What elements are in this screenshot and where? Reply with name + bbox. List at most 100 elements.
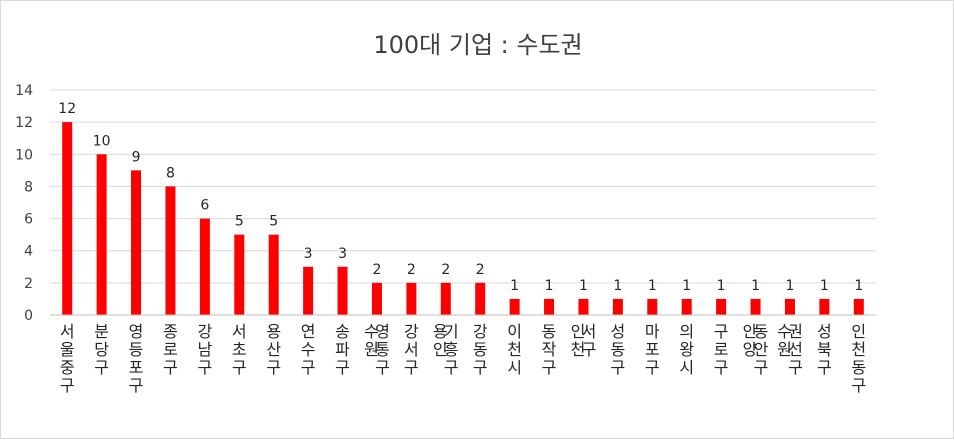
bar bbox=[475, 282, 486, 315]
data-label: 1 bbox=[751, 278, 760, 294]
data-label: 2 bbox=[407, 262, 416, 278]
bar bbox=[199, 218, 210, 315]
data-label: 12 bbox=[58, 101, 76, 117]
data-label: 1 bbox=[579, 278, 588, 294]
bar bbox=[853, 298, 864, 315]
bar bbox=[234, 234, 245, 315]
bar bbox=[681, 298, 692, 315]
bar bbox=[165, 186, 176, 315]
chart-title: 100대 기업 : 수도권 bbox=[373, 31, 582, 59]
bar bbox=[371, 282, 382, 315]
bar bbox=[131, 170, 142, 315]
data-label: 1 bbox=[613, 278, 622, 294]
bar bbox=[716, 298, 727, 315]
bar bbox=[406, 282, 417, 315]
bar bbox=[819, 298, 830, 315]
y-tick-label: 8 bbox=[24, 179, 33, 195]
data-label: 2 bbox=[476, 262, 485, 278]
data-label: 1 bbox=[717, 278, 726, 294]
bar bbox=[268, 234, 279, 315]
data-label: 1 bbox=[854, 278, 863, 294]
y-axis-ticks: 0 2 4 6 8 10 12 14 bbox=[15, 83, 33, 324]
x-axis-categories: 서 울 중 구분 당 구영 등 포 구종 로 구강 남 구서 초 구용 산 구연 수 구송 파 구수 원영 통 구강 서 구용 인기… bbox=[60, 322, 866, 395]
bar bbox=[509, 298, 520, 315]
bar bbox=[578, 298, 589, 315]
data-label: 1 bbox=[682, 278, 691, 294]
y-tick-label: 14 bbox=[15, 83, 33, 99]
data-label: 6 bbox=[200, 198, 209, 214]
bars bbox=[62, 122, 864, 316]
data-label: 1 bbox=[510, 278, 519, 294]
y-tick-label: 12 bbox=[15, 115, 33, 131]
category-label: 인 천서 구 bbox=[571, 322, 597, 359]
data-label: 9 bbox=[132, 149, 141, 165]
y-tick-label: 6 bbox=[24, 212, 33, 228]
bar bbox=[337, 266, 348, 315]
data-label: 8 bbox=[166, 165, 175, 181]
data-label: 3 bbox=[304, 246, 313, 262]
bar bbox=[440, 282, 451, 315]
y-tick-label: 2 bbox=[24, 276, 33, 292]
bar bbox=[750, 298, 761, 315]
bar bbox=[544, 298, 555, 315]
y-tick-label: 4 bbox=[24, 244, 33, 260]
category-label: 안 양동 안 구 bbox=[743, 322, 769, 377]
category-label: 용 인기 흥 구 bbox=[433, 322, 459, 377]
bar bbox=[62, 122, 73, 316]
gridlines bbox=[50, 89, 876, 284]
data-label: 10 bbox=[93, 133, 111, 149]
data-label: 2 bbox=[372, 262, 381, 278]
data-labels: 12 10 9 8 6 5 5 3 3 2 2 2 2 1 1 1 1 1 1 1 1 1 1 1 bbox=[58, 101, 863, 294]
y-tick-label: 0 bbox=[24, 308, 33, 324]
bar bbox=[96, 154, 107, 315]
data-label: 1 bbox=[545, 278, 554, 294]
bar bbox=[612, 298, 623, 315]
category-label: 수 원영 통 구 bbox=[364, 322, 390, 377]
y-tick-label: 10 bbox=[15, 147, 33, 163]
